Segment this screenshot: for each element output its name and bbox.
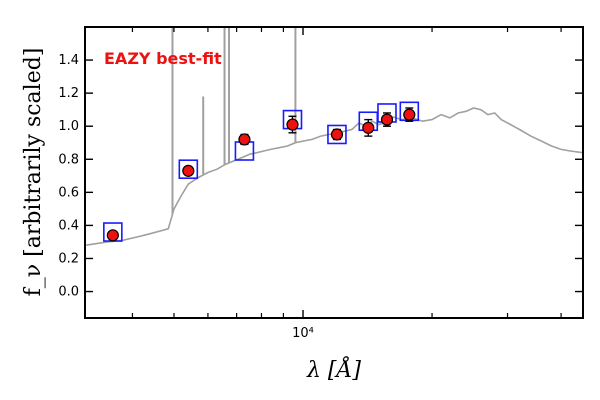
annotation-label: EAZY best-fit — [104, 49, 222, 68]
y-tick-label: 1.2 — [58, 86, 79, 101]
observed-flux-point — [106, 229, 119, 242]
x-axis-title: λ [Å] — [306, 355, 361, 383]
y-tick-label: 0.0 — [58, 285, 79, 300]
y-tick-label: 0.8 — [58, 152, 79, 167]
observed-flux-point — [380, 113, 394, 126]
observed-flux-point — [403, 108, 416, 121]
y-tick-label: 1.4 — [58, 53, 79, 68]
spectrum-line — [85, 107, 583, 247]
y-tick-label: 0.6 — [58, 185, 79, 200]
observed-flux-point — [238, 133, 251, 146]
plot-frame — [84, 26, 584, 319]
observed-flux-point — [362, 121, 375, 134]
x-tick-label: 10⁴ — [292, 326, 314, 341]
axis-ticks: 0.0 0.2 0.4 0.6 0.8 1.0 1.2 1.4 10⁴ — [58, 27, 583, 341]
model-flux-marker — [327, 124, 347, 145]
model-flux-marker — [178, 159, 199, 179]
observed-flux-point — [182, 164, 195, 177]
y-axis-title: f_ν [arbitrarily scaled] — [21, 48, 46, 297]
y-tick-label: 0.4 — [58, 218, 79, 233]
observed-flux-point — [330, 128, 344, 141]
observed-flux-point — [286, 118, 299, 131]
y-tick-label: 0.2 — [58, 251, 79, 266]
y-tick-label: 1.0 — [58, 119, 79, 134]
plot-area — [85, 27, 583, 247]
